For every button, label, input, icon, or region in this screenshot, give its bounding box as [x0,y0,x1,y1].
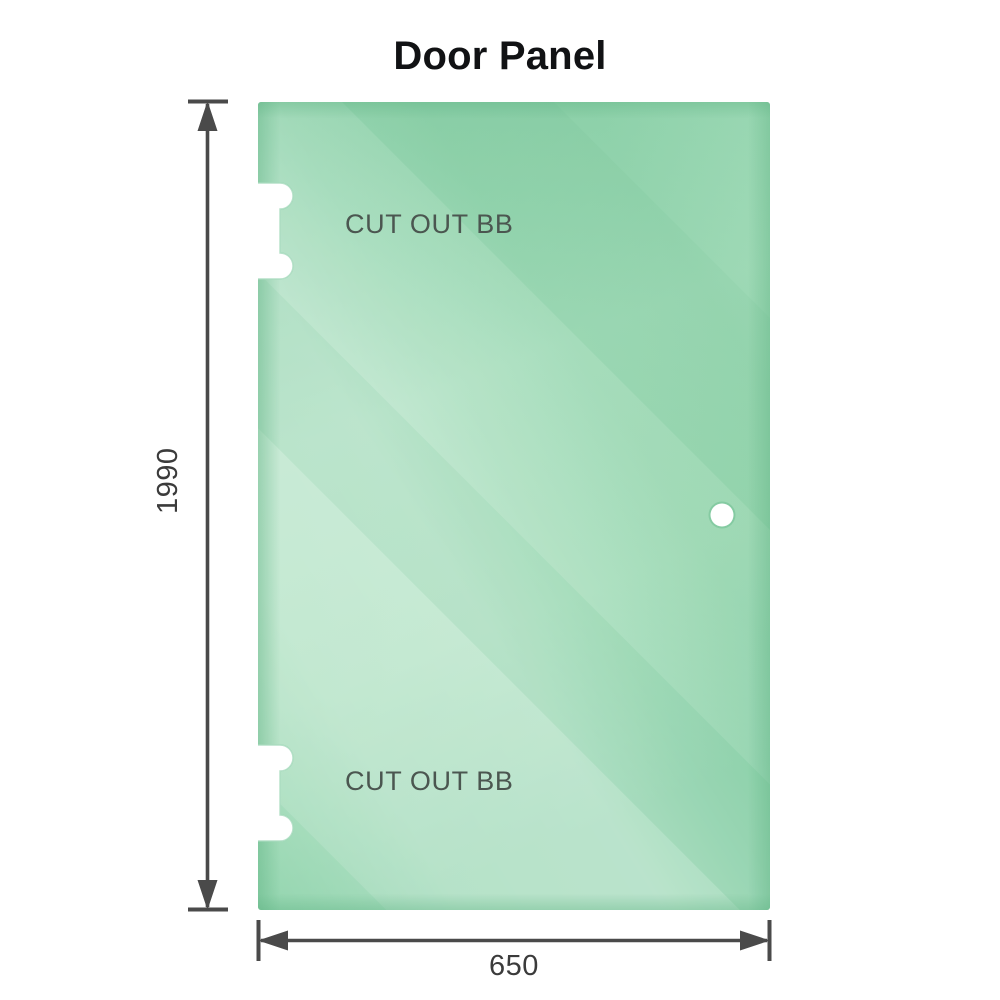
cutout-label-top: CUT OUT BB [345,209,514,239]
page-title: Door Panel [393,34,607,78]
dimension-width-label: 650 [489,950,539,982]
dimension-height-label: 1990 [152,447,184,514]
arrowhead-right [740,930,770,951]
glass-door-panel [258,102,770,910]
panel-graphic [258,102,770,910]
cutout-top [258,182,294,280]
cutout-label-bottom: CUT OUT BB [345,766,514,796]
arrowhead-up [197,101,218,131]
dimension-height [188,99,228,912]
arrowhead-down [197,880,218,910]
cutout-bottom [258,744,294,842]
handle-hole [708,501,736,529]
arrowhead-left [258,930,288,951]
